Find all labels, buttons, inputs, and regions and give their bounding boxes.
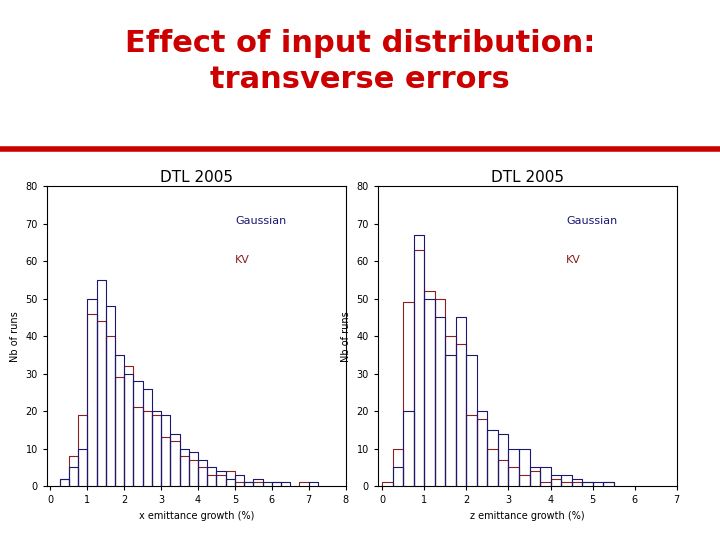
Title: DTL 2005: DTL 2005 xyxy=(491,170,564,185)
Text: KV: KV xyxy=(235,255,250,265)
Y-axis label: Nb of runs: Nb of runs xyxy=(341,311,351,361)
X-axis label: z emittance growth (%): z emittance growth (%) xyxy=(470,511,585,521)
Y-axis label: Nb of runs: Nb of runs xyxy=(10,311,20,361)
Title: DTL 2005: DTL 2005 xyxy=(160,170,233,185)
X-axis label: x emittance growth (%): x emittance growth (%) xyxy=(138,511,254,521)
Text: KV: KV xyxy=(566,255,581,265)
Text: Gaussian: Gaussian xyxy=(566,216,618,226)
Text: Effect of input distribution:
transverse errors: Effect of input distribution: transverse… xyxy=(125,29,595,94)
Text: Gaussian: Gaussian xyxy=(235,216,287,226)
